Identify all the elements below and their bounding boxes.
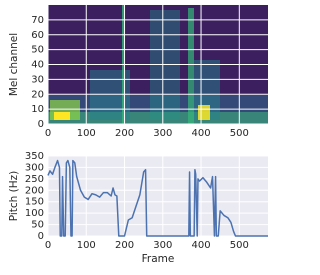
plot-background bbox=[48, 156, 268, 236]
y-axis-label: Mel channel bbox=[8, 33, 20, 96]
spectrogram-patch bbox=[54, 112, 70, 120]
y-tick-label: 350 bbox=[25, 151, 44, 162]
y-tick-label: 0 bbox=[38, 119, 44, 130]
y-tick-label: 100 bbox=[25, 208, 44, 219]
x-tick-label: 100 bbox=[77, 128, 96, 139]
x-tick-label: 500 bbox=[230, 240, 249, 251]
spectrogram-stripe bbox=[188, 8, 194, 124]
x-tick-label: 200 bbox=[115, 240, 134, 251]
x-tick-label: 300 bbox=[153, 128, 172, 139]
y-tick-label: 70 bbox=[31, 15, 44, 26]
y-tick-label: 60 bbox=[31, 30, 44, 41]
x-tick-label: 400 bbox=[191, 240, 210, 251]
y-tick-label: 50 bbox=[31, 220, 44, 231]
x-tick-label: 300 bbox=[153, 240, 172, 251]
y-tick-label: 200 bbox=[25, 185, 44, 196]
y-tick-label: 30 bbox=[31, 74, 44, 85]
x-tick-label: 0 bbox=[45, 240, 51, 251]
pitch-line bbox=[47, 159, 268, 237]
y-tick-label: 50 bbox=[31, 45, 44, 56]
spectrogram-patch bbox=[198, 105, 210, 120]
y-tick-label: 150 bbox=[25, 197, 44, 208]
x-tick-label: 200 bbox=[115, 128, 134, 139]
y-tick-label: 0 bbox=[38, 231, 44, 242]
y-axis-label: Pitch (Hz) bbox=[8, 171, 20, 222]
x-tick-label: 0 bbox=[45, 128, 51, 139]
x-tick-label: 400 bbox=[191, 128, 210, 139]
y-tick-label: 300 bbox=[25, 162, 44, 173]
x-axis-label: Frame bbox=[142, 253, 175, 265]
x-tick-label: 100 bbox=[77, 240, 96, 251]
y-tick-label: 250 bbox=[25, 174, 44, 185]
y-tick-label: 40 bbox=[31, 60, 44, 71]
y-tick-label: 10 bbox=[31, 104, 44, 115]
x-tick-label: 500 bbox=[230, 128, 249, 139]
y-tick-label: 20 bbox=[31, 89, 44, 100]
